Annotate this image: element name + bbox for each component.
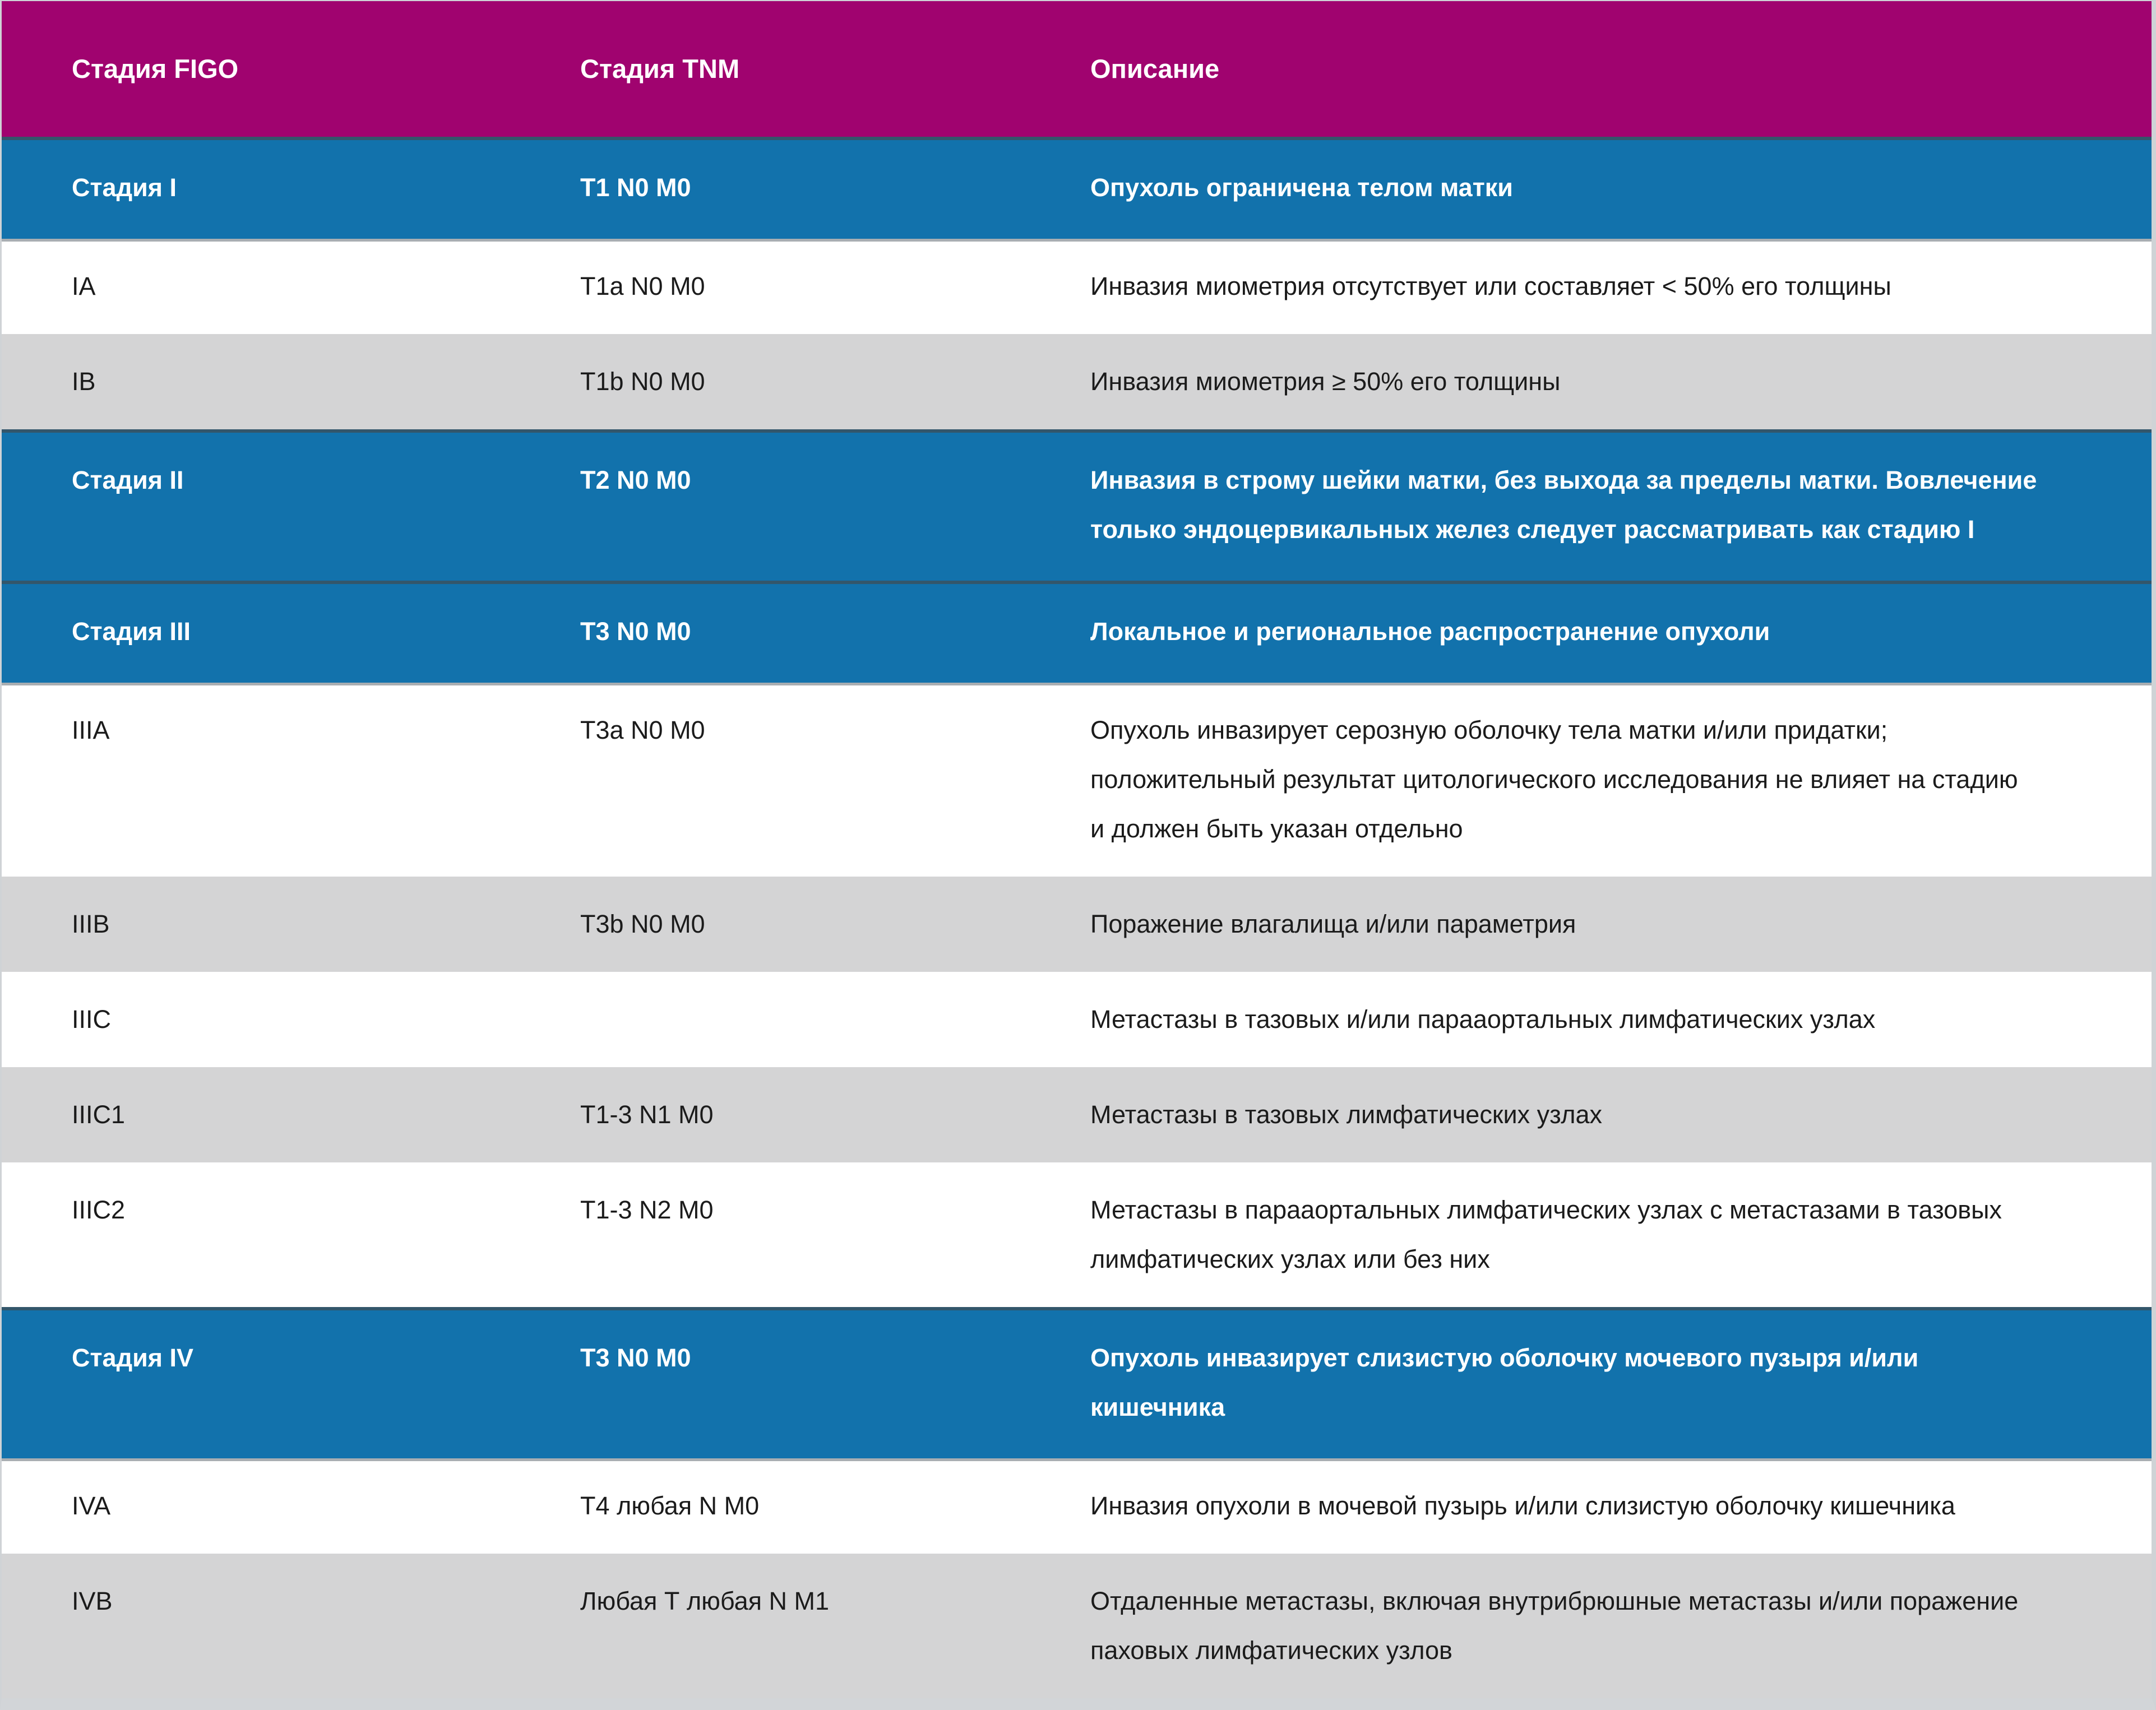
- stage-row-1: Стадия I T1 N0 M0 Опухоль ограничена тел…: [2, 137, 2152, 239]
- description-cell: Инвазия миометрия ≥ 50% его толщины: [1090, 367, 1561, 396]
- column-header-description: Описание: [1090, 54, 1220, 84]
- tnm-cell: Т3 N0 M0: [580, 1343, 691, 1372]
- figo-cell: Стадия IV: [72, 1343, 194, 1372]
- tnm-cell: T2 N0 M0: [580, 466, 691, 494]
- description-cell: Опухоль инвазирует слизистую оболочку мо…: [1090, 1343, 1919, 1421]
- tnm-cell: T3a N0 M0: [580, 716, 705, 744]
- table-row-iiic2: IIIC2 T1-3 N2 M0 Метастазы в парааорталь…: [2, 1162, 2152, 1307]
- figo-cell: Стадия II: [72, 466, 184, 494]
- tnm-cell: Любая Т любая N M1: [580, 1587, 830, 1615]
- description-cell: Метастазы в парааортальных лимфатических…: [1090, 1195, 2002, 1273]
- tnm-cell: T1b N0 M0: [580, 367, 705, 396]
- tnm-cell: T3b N0 M0: [580, 910, 705, 938]
- tnm-cell: T1-3 N1 M0: [580, 1100, 714, 1129]
- table-row-iiia: IIIA T3a N0 M0 Опухоль инвазирует серозн…: [2, 683, 2152, 877]
- description-cell: Отдаленные метастазы, включая внутрибрюш…: [1090, 1587, 2019, 1665]
- description-cell: Инвазия миометрия отсутствует или состав…: [1090, 272, 1891, 300]
- description-cell: Опухоль инвазирует серозную оболочку тел…: [1090, 716, 2018, 843]
- table-row-ia: IA T1a N0 M0 Инвазия миометрия отсутству…: [2, 239, 2152, 334]
- figo-cell: IVB: [72, 1587, 113, 1615]
- tnm-cell: T1-3 N2 M0: [580, 1195, 714, 1224]
- description-cell: Инвазия опухоли в мочевой пузырь и/или с…: [1090, 1491, 1955, 1520]
- description-cell: Локальное и региональное распространение…: [1090, 617, 1770, 646]
- figo-cell: IIIC1: [72, 1100, 126, 1129]
- figo-cell: IIIA: [72, 716, 110, 744]
- figo-cell: Стадия III: [72, 617, 191, 646]
- figo-cell: IIIB: [72, 910, 110, 938]
- table-row-iva: IVA Т4 любая N M0 Инвазия опухоли в моче…: [2, 1458, 2152, 1554]
- description-cell: Метастазы в тазовых лимфатических узлах: [1090, 1100, 1603, 1129]
- tnm-cell: T3 N0 M0: [580, 617, 691, 646]
- table-row-ib: IB T1b N0 M0 Инвазия миометрия ≥ 50% его…: [2, 334, 2152, 429]
- figo-cell: IIIC2: [72, 1195, 126, 1224]
- table-row-ivb: IVB Любая Т любая N M1 Отдаленные метаст…: [2, 1554, 2152, 1698]
- figo-cell: IA: [72, 272, 96, 300]
- description-cell: Инвазия в строму шейки матки, без выхода…: [1090, 466, 2037, 544]
- figo-cell: IB: [72, 367, 96, 396]
- tnm-cell: [510, 972, 1020, 1067]
- table-header-row: Стадия FIGO Стадия TNM Описание: [2, 1, 2152, 137]
- tnm-cell: Т4 любая N M0: [580, 1491, 760, 1520]
- figo-cell: IVA: [72, 1491, 111, 1520]
- description-cell: Опухоль ограничена телом матки: [1090, 173, 1513, 202]
- stage-row-2: Стадия II T2 N0 M0 Инвазия в строму шейк…: [2, 429, 2152, 581]
- table-row-iiic1: IIIC1 T1-3 N1 M0 Метастазы в тазовых лим…: [2, 1067, 2152, 1162]
- column-header-tnm: Стадия TNM: [580, 54, 740, 84]
- stage-row-4: Стадия IV Т3 N0 M0 Опухоль инвазирует сл…: [2, 1307, 2152, 1458]
- figo-cell: Стадия I: [72, 173, 177, 202]
- table-row-iiic: IIIC Метастазы в тазовых и/или парааорта…: [2, 972, 2152, 1067]
- tnm-cell: T1a N0 M0: [580, 272, 705, 300]
- tnm-cell: T1 N0 M0: [580, 173, 691, 202]
- description-cell: Метастазы в тазовых и/или парааортальных…: [1090, 1005, 1876, 1034]
- stage-row-3: Стадия III T3 N0 M0 Локальное и регионал…: [2, 581, 2152, 683]
- table-row-iiib: IIIB T3b N0 M0 Поражение влагалища и/или…: [2, 877, 2152, 972]
- description-cell: Поражение влагалища и/или параметрия: [1090, 910, 1576, 938]
- figo-cell: IIIC: [72, 1005, 112, 1034]
- column-header-figo: Стадия FIGO: [72, 54, 239, 84]
